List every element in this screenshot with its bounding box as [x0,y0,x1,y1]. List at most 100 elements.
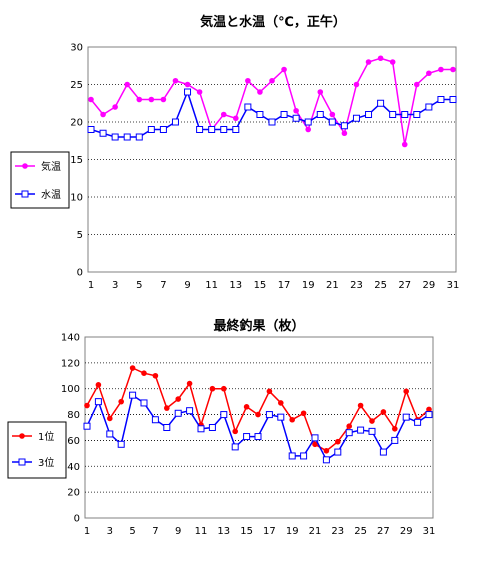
chart2-x-ticks: 1 3 5 7 9 11 13 15 17 19 21 23 25 27 29 31 [84,526,436,537]
data-point [117,440,125,448]
chart1-legend-air-label: 気温 [41,160,61,173]
data-point [254,433,262,441]
y-tick-label: 20 [70,118,83,129]
data-point [449,96,457,103]
x-tick-label: 27 [377,526,390,537]
data-point [377,55,384,62]
data-point [164,405,170,411]
x-tick-label: 25 [354,526,367,537]
chart2-title: 最終釣果（枚） [213,318,304,334]
y-tick-label: 10 [70,193,83,204]
data-point [426,406,432,413]
x-tick-label: 21 [326,280,339,291]
data-point [369,418,375,424]
data-point [129,391,137,399]
x-tick-label: 23 [350,280,363,291]
x-tick-label: 5 [129,526,135,537]
data-point [365,111,373,118]
data-point [323,447,330,454]
y-tick-label: 20 [67,488,80,499]
y-tick-label: 100 [61,384,80,395]
data-point [380,409,387,415]
data-point [197,425,205,433]
data-point [174,409,182,417]
data-point [437,96,445,103]
data-point [95,382,102,388]
x-tick-label: 13 [217,526,230,537]
x-tick-label: 5 [136,280,142,291]
data-point [414,81,420,88]
data-point [328,118,336,126]
data-point [232,126,240,133]
data-point [243,433,251,441]
chart2-series [83,365,433,464]
data-point [304,118,312,126]
data-point [257,89,263,95]
data-point [244,103,252,111]
data-point [106,430,114,438]
y-tick-label: 0 [74,514,80,525]
chart2-legend-first-marker [19,433,25,439]
data-point [401,141,408,148]
data-point [377,99,385,107]
data-point [392,425,398,432]
data-point [107,415,113,422]
data-point [353,81,360,88]
y-tick-label: 0 [77,268,83,279]
y-tick-label: 5 [77,230,83,241]
y-tick-label: 60 [67,436,80,447]
x-tick-label: 11 [205,280,218,291]
x-tick-label: 9 [184,280,190,291]
data-point [135,133,143,141]
x-tick-label: 21 [309,526,322,537]
data-point [379,448,387,456]
x-tick-label: 25 [374,280,387,291]
data-point [184,88,192,96]
x-tick-label: 9 [175,526,181,537]
x-tick-label: 15 [254,280,267,291]
data-point [118,398,124,405]
data-point [450,66,456,73]
data-point [312,441,318,448]
chart2-legend-third-marker [18,458,26,466]
x-tick-label: 23 [331,526,344,537]
data-point [87,126,95,133]
data-point [220,411,228,419]
chart1-title: 気温と水温（℃，正午） [200,14,346,30]
chart1-legend-water-label: 水温 [41,189,61,201]
x-tick-label: 1 [84,526,90,537]
data-point [401,111,409,118]
x-tick-label: 3 [107,526,113,537]
data-point [300,410,307,417]
data-point [94,398,102,406]
chart1-y-ticks: 0 5 10 15 20 25 30 [70,43,83,279]
data-point [365,59,372,65]
data-point [152,372,159,379]
y-tick-label: 80 [67,410,80,421]
y-tick-label: 25 [70,80,83,91]
data-point [186,407,194,415]
x-tick-label: 29 [400,526,413,537]
chart1-x-ticks: 1 3 5 7 9 11 13 15 17 19 21 23 25 27 29 31 [88,280,460,291]
data-point [148,96,155,103]
data-point [231,443,239,451]
chart2-legend-third-label: 3位 [38,456,54,469]
data-point [163,424,171,431]
data-point [160,96,167,103]
data-point [100,111,106,118]
chart1-legend-water-marker [21,190,29,198]
data-point [220,126,228,133]
data-point [233,115,239,122]
data-point [352,114,360,122]
data-point [293,107,299,114]
data-point [140,399,148,407]
chart2-plot-area [84,336,434,519]
data-point [391,436,399,444]
data-point [245,77,251,84]
data-point [311,434,319,442]
data-point [368,427,376,435]
x-tick-label: 17 [263,526,276,537]
data-point [265,411,273,419]
data-point [124,81,130,88]
